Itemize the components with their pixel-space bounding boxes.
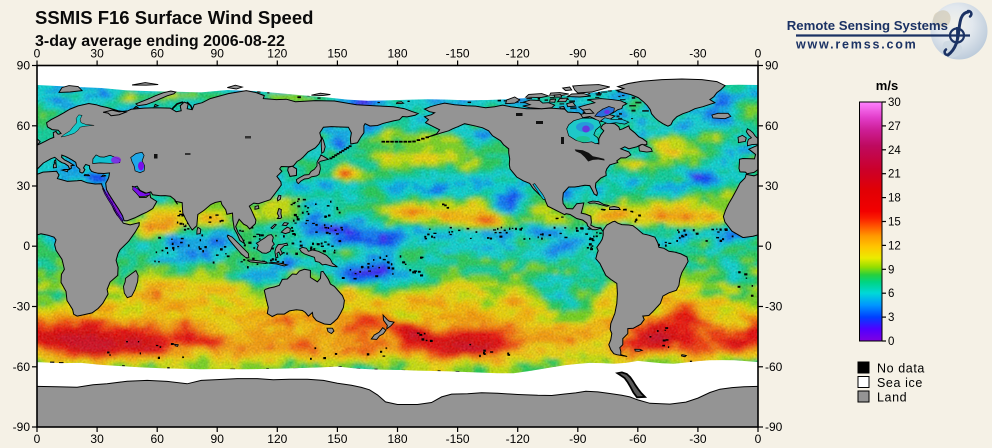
svg-text:3-day average ending 2006-08-2: 3-day average ending 2006-08-22 xyxy=(35,33,285,50)
svg-text:SSMIS F16 Surface Wind Speed: SSMIS F16 Surface Wind Speed xyxy=(35,7,313,28)
